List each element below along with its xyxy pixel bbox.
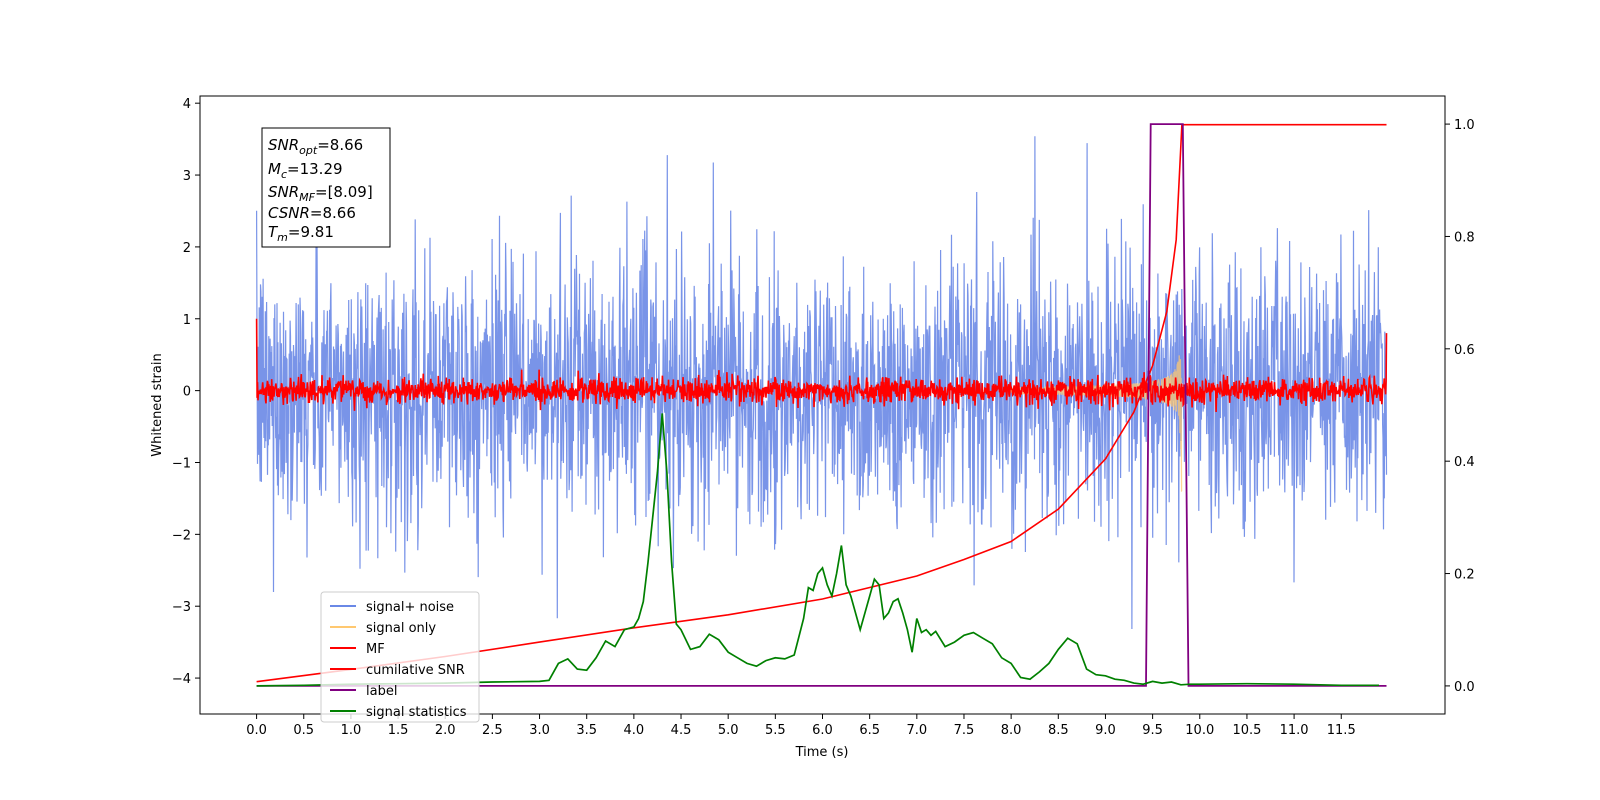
x-tick-label: 9.5 [1142,723,1163,738]
series-cumulative-snr-line [256,123,1387,683]
x-tick-label: 4.0 [624,723,645,738]
csnr-line: CSNR=8.66 [268,204,356,222]
series-layer [255,123,1388,687]
y-tick-label: −1 [172,456,191,471]
legend-label: signal+ noise [366,600,454,615]
y-tick-label: 4 [183,97,191,112]
x-tick-label: 1.0 [341,723,362,738]
legend-label: label [366,684,397,699]
x-tick-label: 0.5 [293,723,314,738]
x-tick-label: 7.0 [906,723,927,738]
y2-tick-label: 0.6 [1454,343,1475,358]
y-tick-label: 0 [183,385,191,400]
y-tick-label: −4 [172,672,191,687]
x-tick-label: 3.5 [576,723,597,738]
x-tick-label: 10.5 [1232,723,1261,738]
legend-label: MF [366,642,385,657]
snr-opt-line: SNRopt=8.66 [268,136,363,157]
annotation-box: SNRopt=8.66 Mc=13.29 SNRMF=[8.09] CSNR=8… [261,127,391,248]
series-label-line [256,123,1387,687]
x-tick-label: 9.0 [1095,723,1116,738]
legend-label: cumilative SNR [366,663,465,678]
x-tick-label: 5.5 [765,723,786,738]
y-tick-label: −3 [172,600,191,615]
x-tick-label: 6.0 [812,723,833,738]
x-tick-label: 3.0 [529,723,550,738]
x-tick-label: 4.5 [671,723,692,738]
x-tick-label: 7.5 [954,723,975,738]
y-tick-label: 2 [183,241,191,256]
x-axis-label: Time (s) [795,745,849,760]
series-signal-statistics-line [256,413,1379,687]
legend-label: signal statistics [366,705,467,720]
mc-line: Mc=13.29 [268,160,343,181]
series-mf-line [255,318,1388,413]
x-tick-label: 8.5 [1048,723,1069,738]
x-tick-label: 2.5 [482,723,503,738]
x-tick-label: 8.0 [1001,723,1022,738]
y2-tick-label: 0.8 [1454,230,1475,245]
y2-tick-label: 0.0 [1454,680,1475,695]
x-tick-label: 11.5 [1327,723,1356,738]
y-tick-label: −2 [172,528,191,543]
x-tick-label: 11.0 [1280,723,1309,738]
legend: signal+ noise signal only MF cumilative SNR… [320,591,480,723]
annotation-box-frame [261,127,391,248]
y2-tick-label: 0.4 [1454,455,1475,470]
tm-line: Tm=9.81 [268,223,334,244]
y-axis-right: 0.0 0.2 0.4 0.6 0.8 1.0 [1445,118,1475,695]
y2-tick-label: 1.0 [1454,118,1475,133]
x-tick-label: 5.0 [718,723,739,738]
legend-frame [320,591,480,723]
legend-label: signal only [366,621,436,636]
x-tick-label: 2.0 [435,723,456,738]
x-axis: 0.0 0.5 1.0 1.5 2.0 2.5 3.0 3.5 4.0 4.5 5.0 5.5 6.0 6… [246,714,1356,738]
y-tick-label: 3 [183,169,191,184]
y-axis-left: −4 −3 −2 −1 0 1 2 3 4 [172,97,200,687]
snr-mf-line: SNRMF=[8.09] [268,183,373,204]
x-tick-label: 1.5 [388,723,409,738]
x-tick-label: 10.0 [1185,723,1214,738]
x-tick-label: 6.5 [859,723,880,738]
y-axis-label: Whitened strain [150,353,165,456]
y2-tick-label: 0.2 [1454,568,1475,583]
x-tick-label: 0.0 [246,723,267,738]
y-tick-label: 1 [183,313,191,328]
